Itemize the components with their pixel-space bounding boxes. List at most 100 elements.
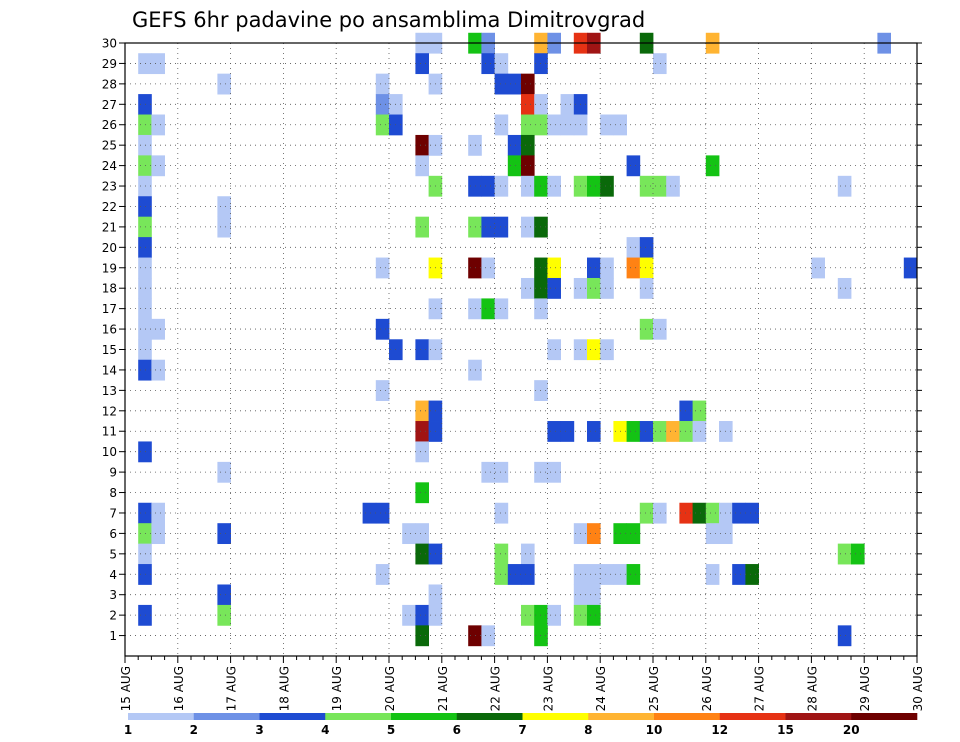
cell-m15-t35 — [587, 339, 601, 361]
cell-m18-t36 — [600, 277, 614, 299]
cell-m15-t36 — [600, 339, 614, 361]
x-tick-label: 24 AUG — [594, 666, 608, 711]
cell-m7-t47 — [745, 502, 759, 524]
cell-m11-t35 — [587, 421, 601, 442]
cell-m6-t21 — [402, 523, 416, 545]
cell-m4-t35 — [587, 564, 601, 585]
cell-m23-t40 — [653, 175, 667, 197]
y-tick-label: 27 — [102, 98, 117, 112]
x-tick-label: 22 AUG — [489, 666, 503, 711]
cell-m19-t27 — [481, 257, 495, 279]
cell-m28-t30 — [521, 73, 535, 95]
cell-m11-t22 — [415, 421, 429, 442]
x-tick-label: 15 AUG — [119, 666, 133, 711]
colorbar-segment — [851, 713, 918, 720]
colorbar-segment — [391, 713, 458, 720]
x-tick-label: 28 AUG — [805, 666, 819, 711]
y-tick-label: 14 — [102, 363, 117, 377]
y-tick-label: 9 — [109, 466, 117, 480]
cell-m5-t54 — [837, 543, 852, 565]
cell-m8-t22 — [415, 482, 429, 504]
cell-m26-t32 — [547, 114, 561, 136]
y-tick-label: 18 — [102, 282, 117, 296]
cell-m7-t18 — [362, 502, 377, 524]
y-tick-label: 3 — [109, 588, 117, 602]
cell-m7-t39 — [639, 502, 654, 524]
y-tick-label: 7 — [109, 506, 117, 520]
cell-m9-t28 — [494, 461, 509, 483]
cell-m21-t27 — [481, 216, 495, 238]
y-tick-label: 30 — [102, 37, 117, 51]
cell-m16-t40 — [653, 318, 667, 340]
cell-m19-t36 — [600, 257, 614, 279]
cell-m11-t38 — [626, 421, 641, 442]
colorbar-label: 2 — [190, 723, 198, 737]
cell-m23-t32 — [547, 175, 561, 197]
cell-m21-t22 — [415, 216, 429, 238]
y-axis: 1234567891011121314151617181920212223242… — [102, 37, 922, 643]
cell-m23-t41 — [666, 175, 680, 197]
cell-m15-t22 — [415, 339, 429, 361]
cell-m6-t2 — [151, 523, 165, 545]
cell-m27-t19 — [375, 94, 390, 115]
x-tick-label: 23 AUG — [541, 666, 555, 711]
cell-m4-t36 — [600, 564, 614, 585]
cell-m13-t19 — [375, 380, 390, 401]
x-tick-label: 30 AUG — [911, 666, 925, 711]
cell-m24-t29 — [507, 155, 522, 177]
cell-m28-t19 — [375, 73, 390, 95]
chart-title: GEFS 6hr padavine po ansamblima Dimitrov… — [132, 8, 645, 32]
cell-m17-t27 — [481, 298, 495, 320]
cell-m18-t32 — [547, 277, 561, 299]
cell-m26-t33 — [560, 114, 575, 136]
cell-m18-t39 — [639, 277, 654, 299]
cell-m29-t28 — [494, 53, 509, 75]
colorbar-label: 1 — [124, 723, 132, 737]
cell-m5-t55 — [851, 543, 865, 565]
x-tick-label: 18 AUG — [277, 666, 291, 711]
cell-m1-t27 — [481, 625, 495, 647]
cell-m21-t30 — [521, 216, 535, 238]
y-tick-label: 24 — [102, 159, 117, 173]
cell-m21-t7 — [217, 216, 231, 238]
cell-m16-t2 — [151, 318, 165, 340]
colorbar-segment — [259, 713, 326, 720]
cell-m16-t39 — [639, 318, 654, 340]
cell-m25-t30 — [521, 134, 535, 156]
cell-m2-t35 — [587, 604, 601, 626]
x-tick-label: 29 AUG — [858, 666, 872, 711]
colorbar-segment — [522, 713, 589, 720]
y-tick-label: 13 — [102, 384, 117, 398]
cell-m12-t43 — [692, 400, 707, 422]
cell-m19-t32 — [547, 257, 561, 279]
cell-m3-t35 — [587, 584, 601, 606]
cell-m7-t44 — [705, 502, 720, 524]
cell-m11-t39 — [639, 421, 654, 442]
cell-m7-t43 — [692, 502, 707, 524]
y-tick-label: 25 — [102, 139, 117, 153]
cell-m4-t29 — [507, 564, 522, 585]
cell-m19-t38 — [626, 257, 641, 279]
y-tick-label: 8 — [109, 486, 117, 500]
cell-m9-t7 — [217, 461, 231, 483]
cell-m6-t7 — [217, 523, 231, 545]
colorbar-segment — [719, 713, 786, 720]
cell-m2-t30 — [521, 604, 535, 626]
colorbar-segment — [128, 713, 195, 720]
cell-m18-t54 — [837, 277, 852, 299]
grid-layer — [125, 42, 917, 656]
cell-m18-t35 — [587, 277, 601, 299]
cell-m27-t33 — [560, 94, 575, 115]
x-tick-label: 20 AUG — [383, 666, 397, 711]
cell-m19-t39 — [639, 257, 654, 279]
cell-m26-t30 — [521, 114, 535, 136]
cell-m4-t28 — [494, 564, 509, 585]
cell-m29-t40 — [653, 53, 667, 75]
cell-m29-t27 — [481, 53, 495, 75]
colorbar-segment — [785, 713, 852, 720]
y-tick-label: 29 — [102, 57, 117, 71]
cell-m23-t27 — [481, 175, 495, 197]
cell-m5-t28 — [494, 543, 509, 565]
cell-m24-t2 — [151, 155, 165, 177]
